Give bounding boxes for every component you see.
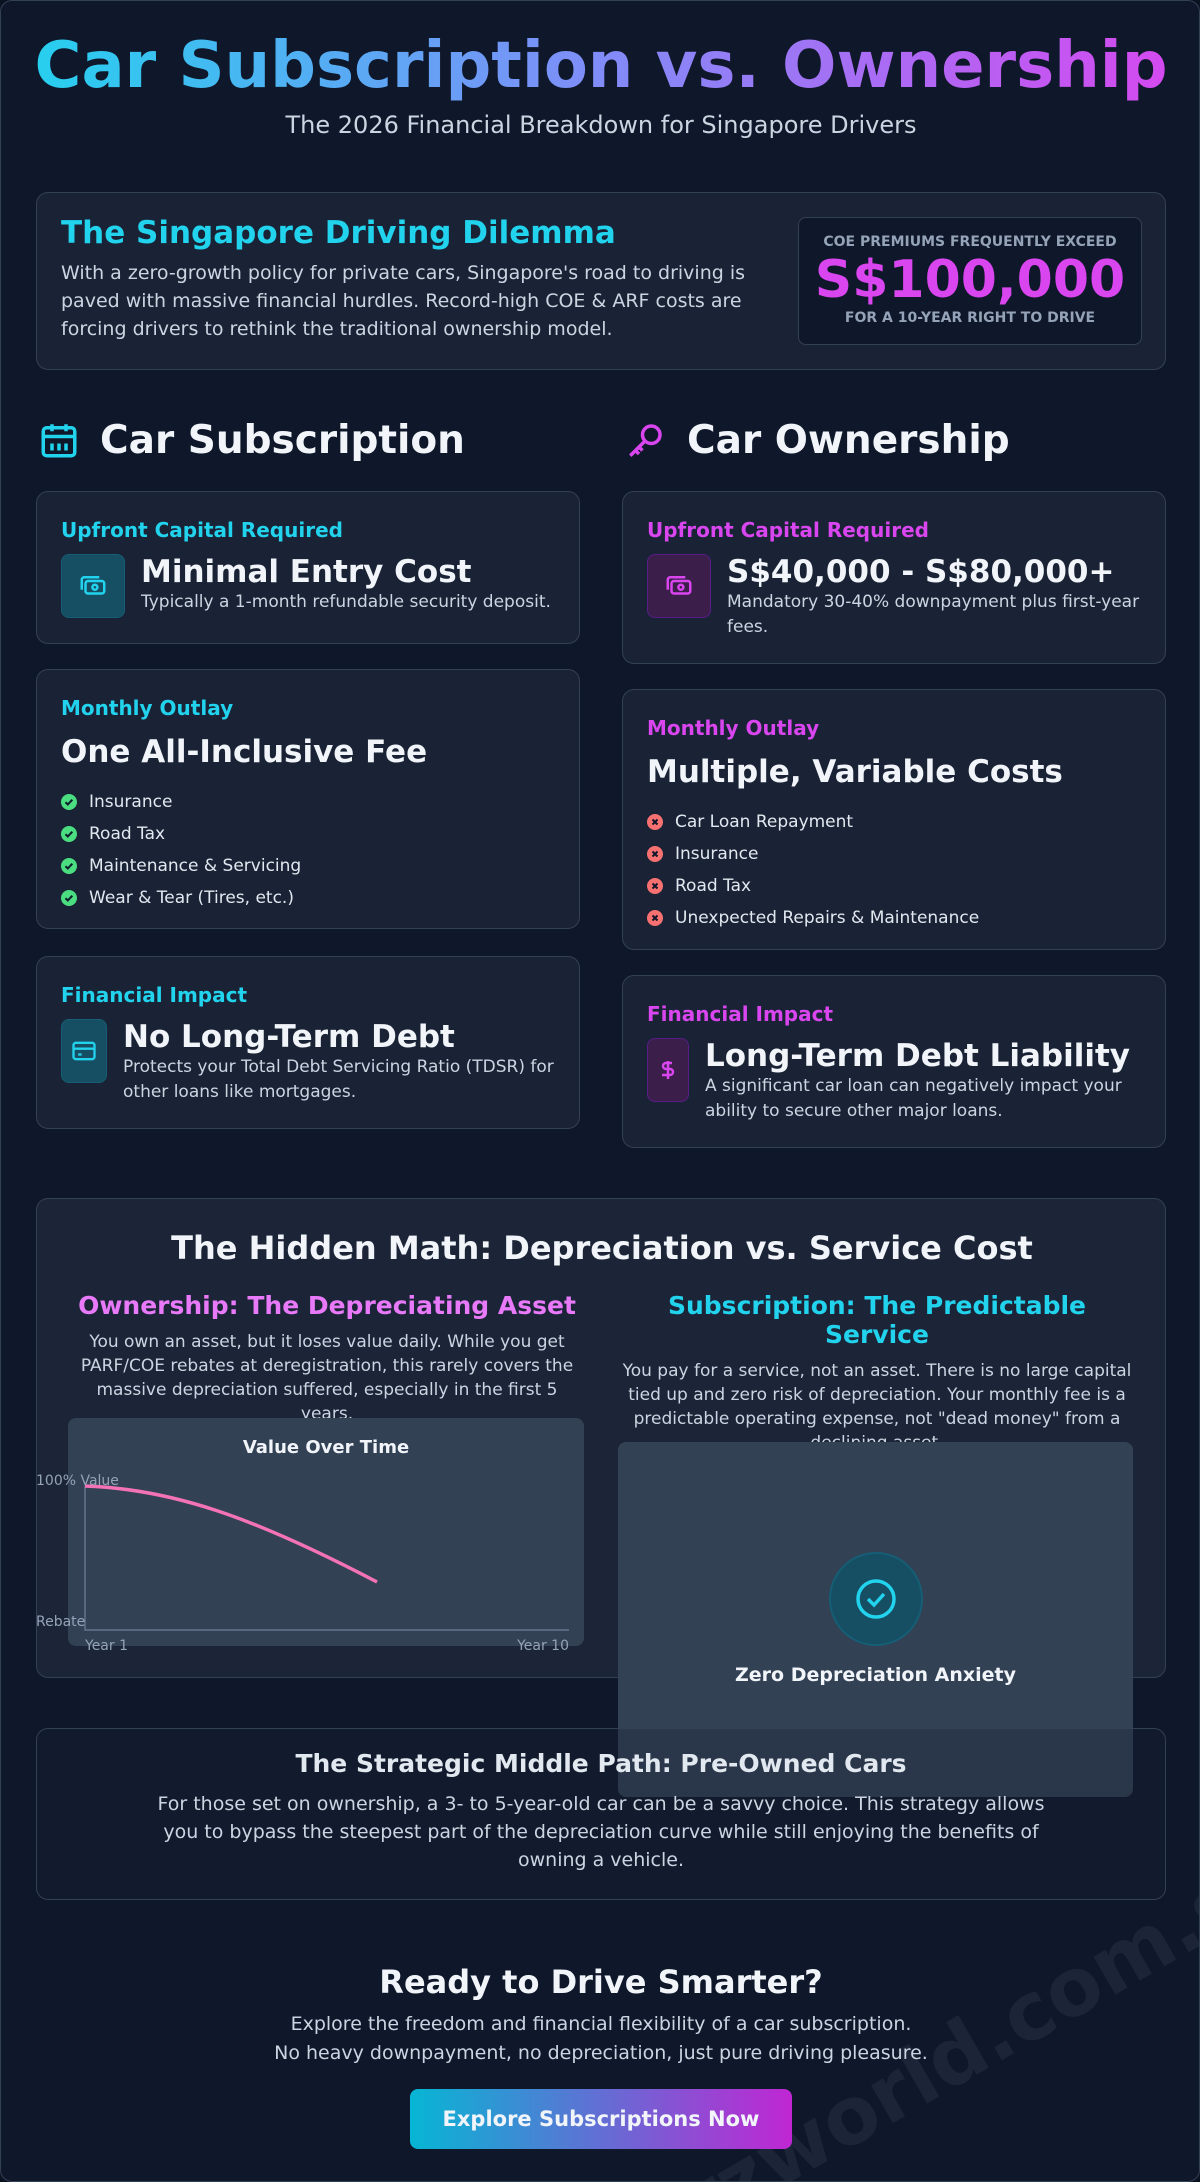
list-item: Road Tax [61, 818, 555, 850]
block-text: You own an asset, but it loses value dai… [80, 1332, 574, 1424]
stat-value: S$100,000 [814, 250, 1126, 310]
list-item: Road Tax [647, 870, 1141, 902]
column-title: Car Ownership [687, 417, 1010, 463]
item-text: Car Loan Repayment [675, 812, 854, 832]
stat-box: COE PREMIUMS FREQUENTLY EXCEED S$100,000… [798, 217, 1142, 345]
item-text: Insurance [675, 844, 759, 864]
calendar-icon [41, 424, 77, 458]
check-badge [829, 1552, 923, 1646]
block-text: You pay for a service, not an asset. The… [622, 1361, 1132, 1453]
upfront-card: Upfront Capital Required S$40,000 - S$80… [622, 491, 1166, 664]
column-title: Car Subscription [100, 417, 465, 463]
badge-text: Zero Depreciation Anxiety [735, 1664, 1016, 1686]
status-dot [61, 890, 77, 906]
card-title: One All-Inclusive Fee [61, 734, 428, 770]
dilemma-text: With a zero-growth policy for private ca… [61, 262, 746, 340]
panel-title: The Strategic Middle Path: Pre-Owned Car… [295, 1749, 907, 1778]
block-title: Subscription: The Predictable Service [667, 1291, 1087, 1349]
card-title: Long-Term Debt Liability [705, 1038, 1131, 1074]
list-item: Wear & Tear (Tires, etc.) [61, 882, 555, 914]
item-text: Maintenance & Servicing [89, 856, 302, 876]
card-label: Upfront Capital Required [647, 518, 929, 542]
stat-note: FOR A 10-YEAR RIGHT TO DRIVE [844, 310, 1096, 326]
column-header: Car Subscription [38, 417, 465, 463]
key-icon [629, 424, 662, 457]
dilemma-panel: The Singapore Driving Dilemma With a zer… [36, 192, 1166, 370]
title: Car Subscription vs. Ownership [1, 29, 1199, 103]
list-item: Car Loan Repayment [647, 806, 1141, 838]
card-icon [647, 1038, 689, 1102]
cash-glyph [80, 576, 106, 595]
hidden-math-panel: The Hidden Math: Depreciation vs. Servic… [36, 1198, 1166, 1678]
list-item: Unexpected Repairs & Maintenance [647, 902, 1141, 934]
ownership-block: Ownership: The Depreciating Asset You ow… [77, 1291, 577, 1426]
block-title: Ownership: The Depreciating Asset [78, 1291, 576, 1320]
item-text: Insurance [89, 792, 173, 812]
status-dot [61, 858, 77, 874]
badge-box: Zero Depreciation Anxiety [618, 1442, 1133, 1797]
cash-icon [647, 554, 711, 618]
cash-icon [61, 554, 125, 618]
item-text: Wear & Tear (Tires, etc.) [89, 888, 294, 908]
impact-card: Financial Impact No Long-Term Debt Protec… [36, 956, 580, 1129]
card-title: S$40,000 - S$80,000+ [727, 554, 1115, 590]
column-header: Car Ownership [625, 417, 1010, 463]
stat-label: COE PREMIUMS FREQUENTLY EXCEED [823, 234, 1117, 250]
monthly-card: Monthly Outlay Multiple, Variable Costs … [622, 689, 1166, 950]
card-text: Mandatory 30-40% downpayment plus first-… [727, 592, 1140, 637]
card-text: Protects your Total Debt Servicing Ratio… [123, 1057, 554, 1102]
card-label: Financial Impact [647, 1002, 834, 1026]
cta-button[interactable]: Explore Subscriptions Now [410, 2089, 792, 2149]
status-dot [647, 878, 663, 894]
cta-title: Ready to Drive Smarter? [379, 1963, 823, 2001]
upfront-card: Upfront Capital Required Minimal Entry C… [36, 491, 580, 644]
card-label: Monthly Outlay [647, 716, 820, 740]
card-glyph [661, 1061, 675, 1079]
feature-list: Insurance Road Tax Maintenance & Servicing… [61, 786, 555, 914]
card-title: No Long-Term Debt [123, 1019, 455, 1055]
subscription-block: Subscription: The Predictable Service Yo… [617, 1291, 1137, 1455]
cta-line: No heavy downpayment, no depreciation, j… [274, 2042, 928, 2064]
card-icon [61, 1019, 107, 1083]
card-label: Financial Impact [61, 983, 248, 1007]
panel-text: For those set on ownership, a 3- to 5-ye… [157, 1793, 1045, 1871]
cta-line: Explore the freedom and financial flexib… [290, 2013, 912, 2035]
item-text: Road Tax [675, 876, 752, 896]
card-title: Minimal Entry Cost [141, 554, 472, 590]
list-item: Maintenance & Servicing [61, 850, 555, 882]
monthly-card: Monthly Outlay One All-Inclusive Fee Ins… [36, 669, 580, 929]
subtitle: The 2026 Financial Breakdown for Singapo… [285, 111, 917, 139]
section-title: The Hidden Math: Depreciation vs. Servic… [171, 1229, 1033, 1267]
cost-list: Car Loan Repayment Insurance Road Tax Unexp… [647, 806, 1141, 934]
middle-path-panel: The Strategic Middle Path: Pre-Owned Car… [36, 1728, 1166, 1900]
cta-text: Explore the freedom and financial flexib… [1, 2010, 1199, 2068]
item-text: Road Tax [89, 824, 166, 844]
status-dot [647, 846, 663, 862]
card-label: Monthly Outlay [61, 696, 234, 720]
list-item: Insurance [647, 838, 1141, 870]
card-glyph [72, 1041, 96, 1061]
status-dot [647, 814, 663, 830]
impact-card: Financial Impact Long-Term Debt Liabilit… [622, 975, 1166, 1148]
card-text: Typically a 1-month refundable security … [141, 592, 551, 612]
card-label: Upfront Capital Required [61, 518, 343, 542]
card-text: A significant car loan can negatively im… [705, 1076, 1122, 1121]
status-dot [647, 910, 663, 926]
card-title: Multiple, Variable Costs [647, 754, 1063, 790]
dilemma-title: The Singapore Driving Dilemma [61, 215, 616, 251]
status-dot [61, 826, 77, 842]
chart-title: Value Over Time [242, 1437, 410, 1458]
item-text: Unexpected Repairs & Maintenance [675, 908, 980, 928]
cash-glyph [666, 576, 692, 595]
status-dot [61, 794, 77, 810]
list-item: Insurance [61, 786, 555, 818]
